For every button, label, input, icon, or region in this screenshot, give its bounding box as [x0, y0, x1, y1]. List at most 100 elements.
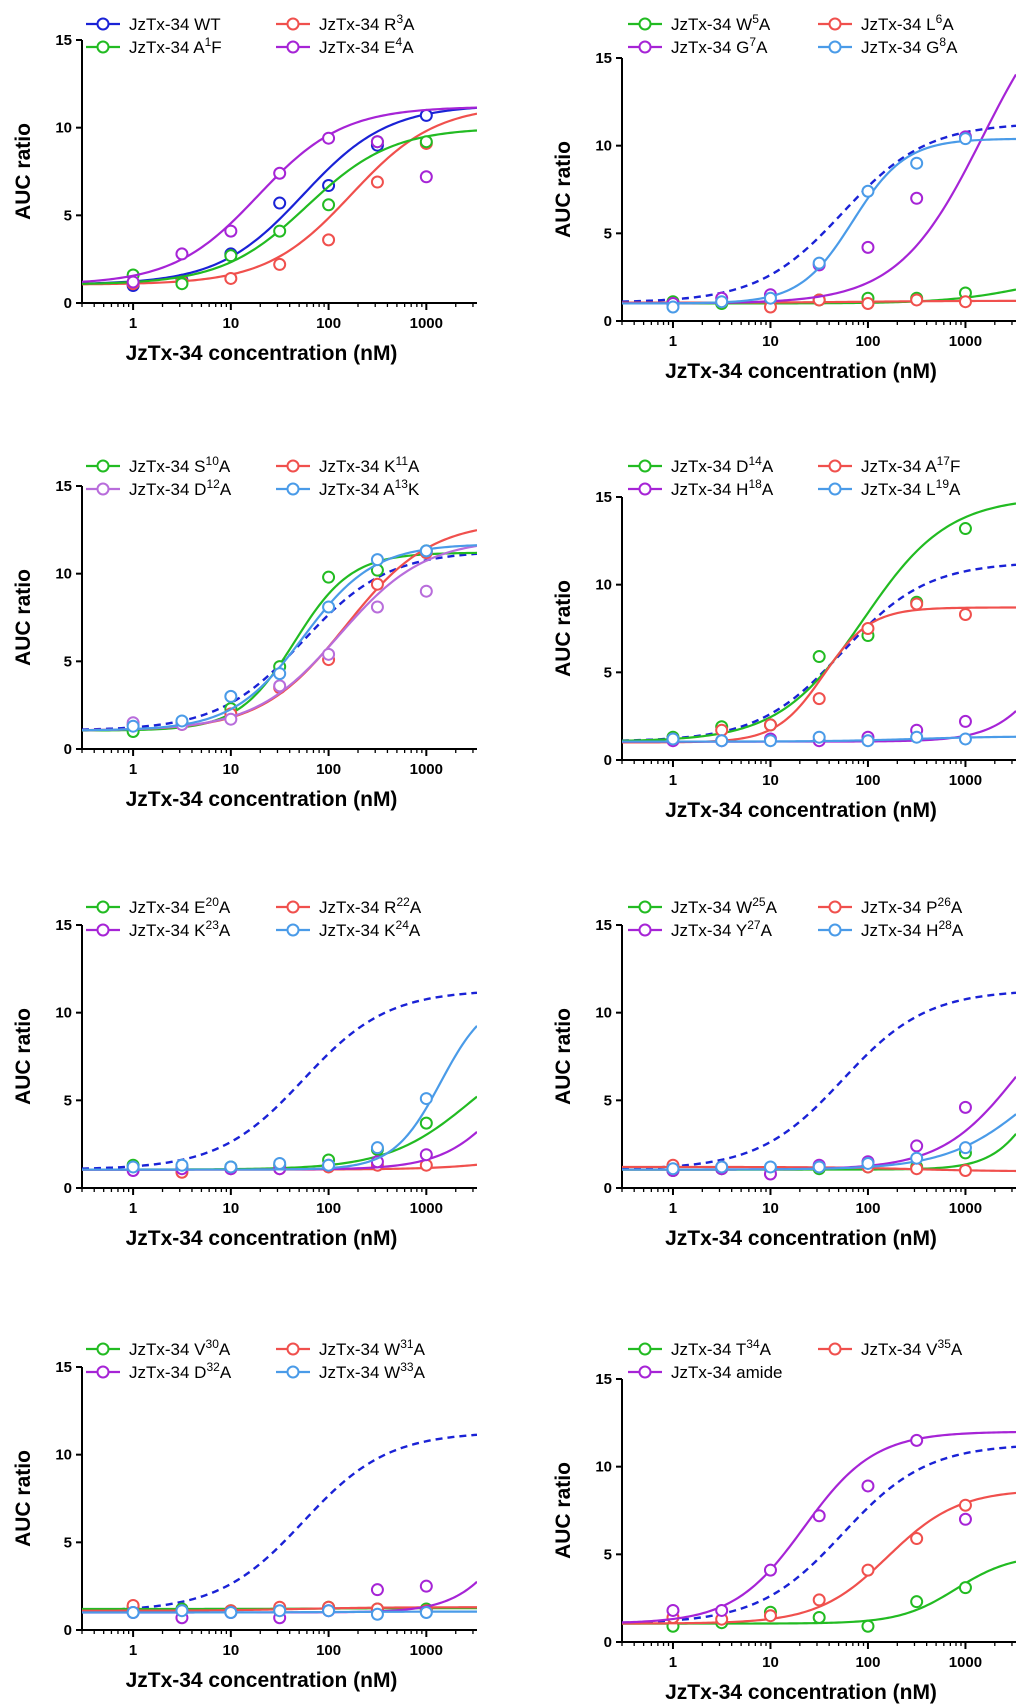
data-point [910, 1433, 924, 1447]
legend-marker [638, 1342, 652, 1356]
x-axis-title: JzTx-34 concentration (nM) [665, 360, 937, 383]
x-tick-label: 1 [669, 1654, 677, 1671]
data-point [910, 191, 924, 205]
legend-label: JzTx-34 R22A [319, 895, 422, 917]
y-axis-title: AUC ratio [12, 1450, 35, 1547]
legend-item: JzTx-34 R3A [276, 12, 415, 34]
legend-label: JzTx-34 E4A [319, 35, 414, 57]
data-point [763, 1160, 777, 1174]
fit-curve [82, 1025, 477, 1171]
data-point [273, 667, 287, 681]
legend-label: JzTx-34 WT [129, 15, 221, 34]
data-point [812, 692, 826, 706]
legend-label-superscript: 8 [939, 35, 946, 49]
chart-panel-6: 0 5 10 15 1 10 100 1000 JzTx-34 concentration (n… [552, 895, 1016, 1250]
x-tick-label: 10 [762, 1654, 779, 1671]
legend-item: JzTx-34 A17F [818, 454, 960, 476]
x-tick-label: 1 [669, 333, 677, 350]
x-tick-label: 1 [129, 1642, 137, 1659]
legend-label-superscript: 34 [746, 1337, 760, 1351]
reference-fit-curve [622, 991, 1016, 1170]
reference-fit-curve [82, 991, 477, 1170]
legend-label-suffix: A [408, 457, 420, 476]
data-point [419, 1605, 433, 1619]
legend-label: JzTx-34 W5A [671, 12, 771, 34]
data-point [958, 522, 972, 536]
legend-marker [638, 482, 652, 496]
y-tick-label: 15 [55, 32, 72, 49]
y-axis-title: AUC ratio [552, 1462, 575, 1559]
data-point [958, 1163, 972, 1177]
data-point [175, 1604, 189, 1618]
legend-label-suffix: A [220, 1363, 232, 1382]
legend-label-superscript: 14 [748, 454, 762, 468]
data-point [861, 184, 875, 198]
data-point [273, 166, 287, 180]
y-axis-title: AUC ratio [12, 123, 35, 220]
plot-area [622, 991, 1016, 1181]
legend-label-suffix: A [219, 921, 231, 940]
reference-fit-curve [82, 552, 477, 731]
legend-marker [96, 459, 110, 473]
legend-item: JzTx-34 H18A [628, 477, 774, 499]
legend-label-superscript: 19 [936, 477, 950, 491]
x-tick-label: 1000 [410, 1200, 443, 1217]
legend-label-name: JzTx-34 W [319, 1363, 400, 1382]
y-tick-label: 10 [55, 1005, 72, 1022]
x-tick-label: 1000 [410, 1642, 443, 1659]
y-tick-label: 15 [55, 1359, 72, 1376]
x-axis-title: JzTx-34 concentration (nM) [126, 342, 398, 365]
y-tick-label: 5 [604, 664, 612, 681]
data-point [958, 1512, 972, 1526]
legend-item: JzTx-34 V35A [818, 1337, 963, 1359]
chart-panel-2: 0 5 10 15 1 10 100 1000 JzTx-34 concentration (n… [552, 12, 1016, 383]
data-point [958, 732, 972, 746]
data-point [419, 170, 433, 184]
legend-marker [638, 923, 652, 937]
data-point [322, 198, 336, 212]
legend-label: JzTx-34 V35A [861, 1337, 963, 1359]
legend-item: JzTx-34 amide [628, 1363, 782, 1382]
legend-marker [828, 459, 842, 473]
legend-label: JzTx-34 L19A [861, 477, 961, 499]
x-axis-title: JzTx-34 concentration (nM) [126, 1227, 398, 1250]
legend-label-name: JzTx-34 G [861, 38, 939, 57]
legend-marker [638, 1365, 652, 1379]
legend-item: JzTx-34 G8A [818, 35, 958, 57]
legend-label-suffix: A [762, 457, 774, 476]
legend-marker [96, 923, 110, 937]
data-point [126, 1605, 140, 1619]
data-point [322, 570, 336, 584]
legend-label-suffix: A [219, 1340, 231, 1359]
data-point [861, 296, 875, 310]
chart-panel-5: 0 5 10 15 1 10 100 1000 JzTx-34 concentration (n… [12, 895, 477, 1250]
legend-label-name: JzTx-34 R [319, 898, 396, 917]
x-tick-label: 10 [762, 1200, 779, 1217]
legend-item: JzTx-34 L19A [818, 477, 961, 499]
legend-label: JzTx-34 A1F [129, 35, 222, 57]
data-point [763, 718, 777, 732]
legend-label: JzTx-34 A13K [319, 477, 420, 499]
data-point [958, 132, 972, 146]
fit-curve [622, 1430, 1016, 1624]
legend-item: JzTx-34 W33A [276, 1360, 426, 1382]
data-point [861, 240, 875, 254]
data-point [370, 1141, 384, 1155]
legend-label-superscript: 22 [396, 895, 410, 909]
legend-marker [96, 900, 110, 914]
data-point [224, 249, 238, 263]
legend-marker [638, 900, 652, 914]
data-point [419, 1116, 433, 1130]
legend-marker [638, 40, 652, 54]
data-point [861, 1619, 875, 1633]
y-tick-label: 0 [64, 1180, 72, 1197]
data-point [370, 600, 384, 614]
data-point [958, 295, 972, 309]
data-point [812, 256, 826, 270]
fit-curve [622, 1076, 1016, 1171]
y-tick-label: 0 [604, 1634, 612, 1651]
legend-label-suffix: A [409, 921, 421, 940]
fit-curve [622, 137, 1016, 305]
data-point [958, 1141, 972, 1155]
x-tick-label: 10 [762, 333, 779, 350]
